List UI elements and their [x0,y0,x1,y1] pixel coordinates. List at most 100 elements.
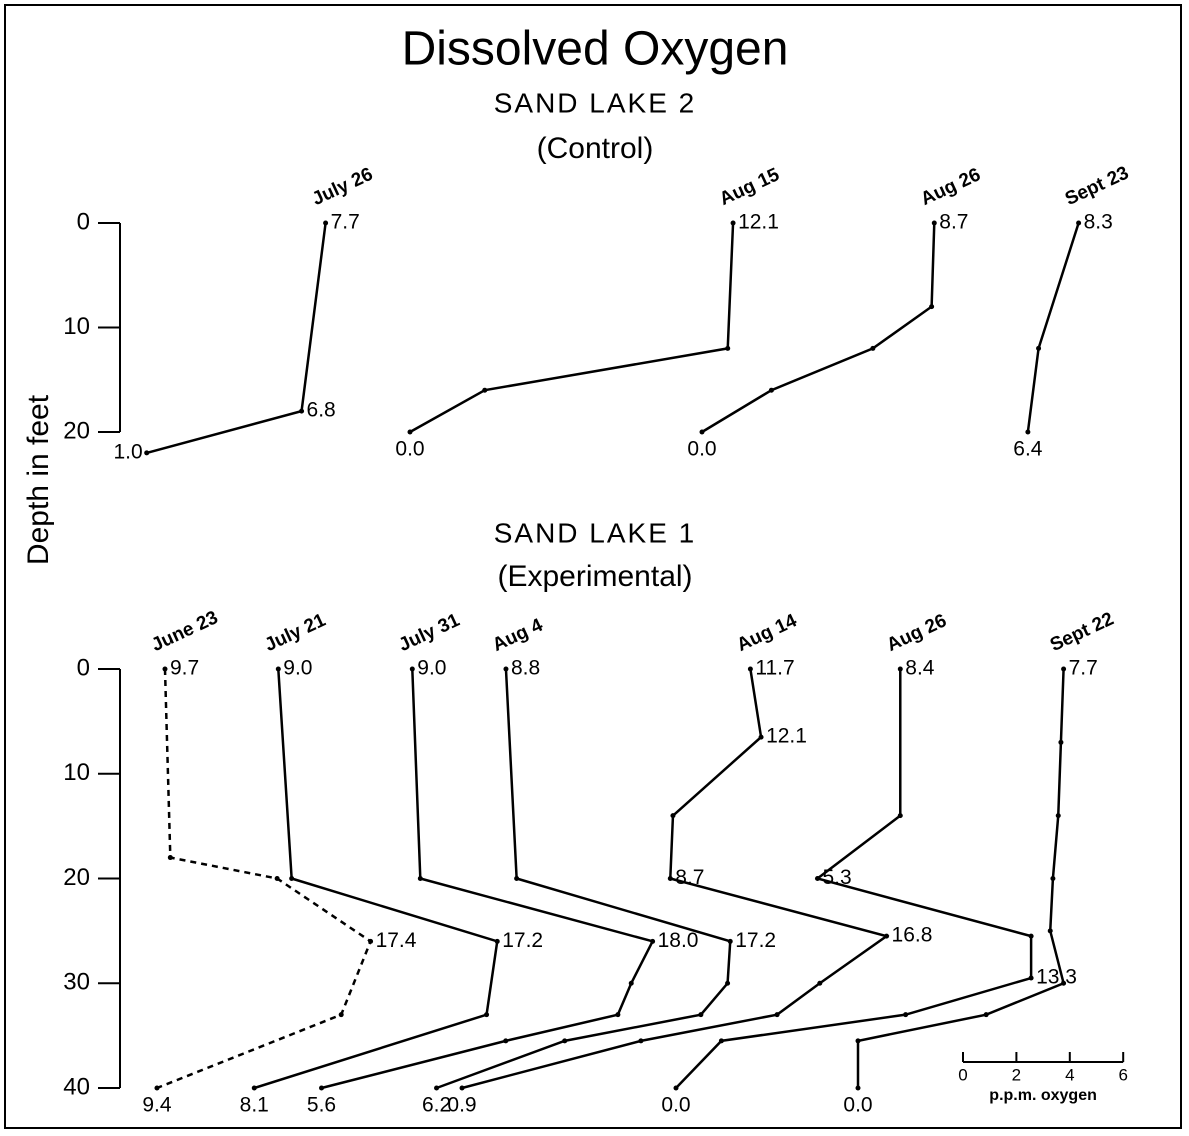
value-label: 8.4 [905,657,935,680]
y-tick-label: 40 [63,1073,90,1100]
profile-point [482,387,488,393]
profile-point [615,1012,621,1018]
profile-point [718,1038,724,1044]
profile-point [251,1085,257,1091]
profile-point [494,938,500,944]
series-label: Aug 26 [918,164,984,210]
profile-point [409,666,415,672]
profile-point [562,1038,568,1044]
profile-point [817,980,823,986]
value-label: 17.2 [735,929,776,952]
profile-point [167,855,173,861]
panel-title: SAND LAKE 1 [494,517,697,548]
value-label: 8.8 [511,657,540,680]
profile-point [144,450,150,456]
series-label: Sept 22 [1047,608,1117,656]
profile-point [1076,220,1082,226]
profile-point [673,1085,679,1091]
profile-point [1047,928,1053,934]
series-label: July 31 [396,610,464,656]
value-label: 6.8 [307,399,336,422]
profile-point [897,666,903,672]
profile-point [670,813,676,819]
value-label: 8.7 [939,211,968,234]
profile-point [1036,345,1042,351]
profile-point [727,938,733,944]
profile-point [815,876,821,881]
profile-point [730,220,736,226]
value-label: 0.0 [687,438,716,461]
profile-point [855,1038,861,1044]
value-label: 17.2 [502,929,543,952]
profile-line [321,668,655,1090]
profile-point [162,666,168,672]
y-tick-label: 0 [77,208,90,235]
series-label: Aug 14 [734,610,801,656]
value-label: 9.7 [170,657,199,680]
profile-point [338,1012,344,1018]
series-label: Aug 4 [489,615,546,657]
profile-line [146,222,327,455]
value-label: 9.0 [283,657,312,680]
scale-tick-label: 4 [1065,1065,1074,1084]
profile-point [725,980,731,986]
value-label: 6.4 [1013,438,1043,461]
profile-line [856,668,1066,1088]
profile-point [931,220,937,226]
value-label: 11.7 [755,657,794,680]
profile-point [884,933,890,939]
panel-subtitle: (Control) [537,132,654,165]
series-label: June 23 [148,607,221,656]
panel-title: SAND LAKE 2 [494,87,697,118]
profile-point [514,876,520,881]
profile-point [699,429,705,435]
y-axis-label: Depth in feet [22,394,55,565]
profile-point [667,876,673,881]
profile-point [323,220,329,226]
profile-point [929,304,935,310]
value-label: 7.7 [1069,657,1098,680]
profile-point [1055,813,1061,819]
profile-line [409,222,735,434]
profile-point [983,1012,989,1018]
series-label: July 21 [262,610,330,656]
y-tick-label: 10 [63,759,90,786]
profile-point [503,1038,509,1044]
value-label: 0.0 [395,438,424,461]
profile-point [459,1085,465,1091]
y-tick-label: 20 [63,417,90,444]
profile-point [1025,429,1031,435]
profile-point [1050,876,1056,881]
value-label: 5.6 [307,1094,336,1117]
profile-point [503,666,509,672]
value-label: 12.1 [766,725,807,748]
scale-label: p.p.m. oxygen [989,1087,1097,1104]
value-label: 18.0 [658,929,699,952]
series-label: July 26 [309,164,376,210]
profile-point [698,1012,704,1018]
value-label: 13.3 [1036,966,1077,989]
y-tick-label: 20 [63,864,90,891]
profile-point [368,938,374,944]
profile-line [1026,222,1080,433]
value-label: 8.1 [240,1094,269,1117]
value-label: 17.4 [376,929,417,952]
profile-point [1061,980,1067,986]
profile-point [1028,933,1034,939]
value-label: 12.1 [738,211,779,234]
profile-point [289,876,295,881]
profile-point [1058,739,1064,745]
series-label: Sept 23 [1062,162,1132,210]
profile-point [638,1038,644,1044]
profile-point [897,813,903,819]
scale-tick-label: 6 [1118,1065,1127,1084]
value-label: 1.0 [113,440,142,463]
value-label: 5.3 [823,866,852,889]
value-label: 0.0 [661,1094,690,1117]
profile-point [870,345,876,351]
value-label: 16.8 [892,924,933,947]
chart-title: Dissolved Oxygen [402,23,789,76]
profile-point [299,408,305,414]
scale-tick-label: 2 [1012,1065,1021,1084]
